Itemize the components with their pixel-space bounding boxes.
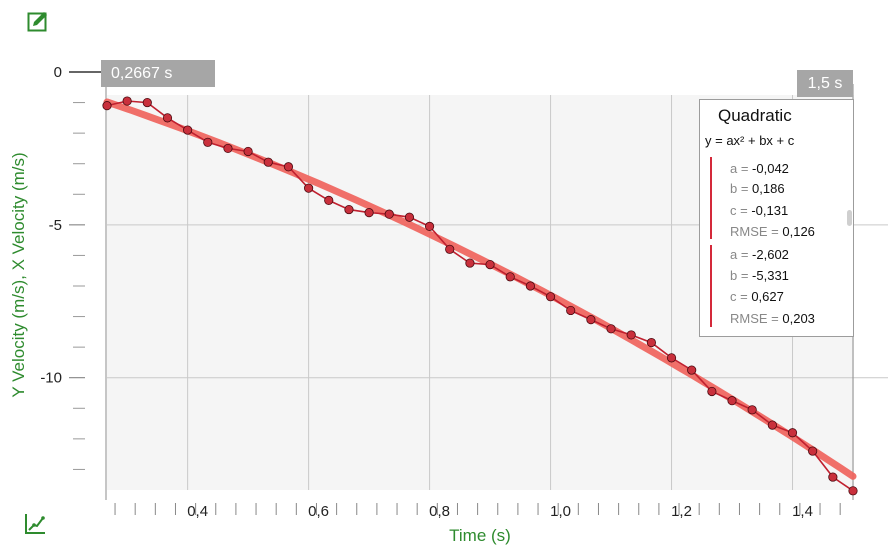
data-point bbox=[626, 330, 636, 340]
y-minor-ticks bbox=[69, 102, 85, 470]
x-tick-label: 1,2 bbox=[671, 503, 692, 520]
param-a: a = -0,042 bbox=[730, 161, 789, 176]
panel-scrollbar[interactable] bbox=[847, 210, 852, 226]
data-point bbox=[122, 96, 132, 106]
data-point bbox=[183, 125, 193, 135]
data-point bbox=[485, 259, 495, 270]
data-point bbox=[364, 208, 374, 218]
param-c: c = 0,627 bbox=[730, 289, 784, 304]
fit-params-series-1: a = -0,042 b = 0,186 c = -0,131 RMSE = 0… bbox=[710, 157, 832, 239]
data-point bbox=[646, 337, 656, 348]
x-tick-label: 1,0 bbox=[550, 503, 571, 520]
data-point bbox=[162, 113, 173, 123]
fit-title: Quadratic bbox=[718, 106, 792, 125]
data-point bbox=[304, 183, 314, 193]
data-point bbox=[707, 386, 717, 397]
fit-params-series-2: a = -2,602 b = -5,331 c = 0,627 RMSE = 0… bbox=[710, 245, 832, 327]
data-point bbox=[283, 162, 294, 172]
x-axis-title: Time (s) bbox=[449, 526, 511, 545]
end-time-flag[interactable]: 1,5 s bbox=[797, 70, 853, 97]
x-tick-label: 0,4 bbox=[187, 503, 208, 520]
data-point bbox=[747, 405, 757, 415]
data-point bbox=[263, 157, 273, 167]
data-point bbox=[586, 315, 596, 325]
pencil-square-icon[interactable] bbox=[27, 10, 49, 32]
data-point bbox=[465, 258, 475, 268]
data-series-layer bbox=[102, 96, 858, 496]
data-point bbox=[505, 272, 515, 282]
x-tick-label: 0,8 bbox=[429, 503, 450, 520]
param-rmse: RMSE = 0,203 bbox=[730, 311, 815, 326]
param-a: a = -2,602 bbox=[730, 247, 789, 262]
data-point bbox=[324, 195, 334, 205]
y-tick-label: 0 bbox=[54, 64, 62, 81]
y-tick-label: -5 bbox=[49, 217, 62, 234]
x-minor-ticks bbox=[114, 503, 841, 515]
param-c: c = -0,131 bbox=[730, 203, 789, 218]
data-point bbox=[404, 212, 415, 222]
data-point bbox=[566, 305, 576, 316]
param-b: b = 0,186 bbox=[730, 181, 785, 196]
y-tick-label: -10 bbox=[40, 370, 62, 387]
data-point bbox=[848, 486, 858, 496]
data-point bbox=[102, 101, 112, 111]
curve-fit-icon[interactable] bbox=[24, 513, 46, 535]
y-axis-title: Y Velocity (m/s), X Velocity (m/s) bbox=[9, 152, 28, 397]
data-point bbox=[606, 324, 616, 334]
curve-fit-panel[interactable]: Quadratic y = ax² + bx + c a = -0,042 b … bbox=[699, 99, 854, 337]
x-tick-label: 0,6 bbox=[308, 503, 329, 520]
data-point bbox=[727, 396, 737, 406]
data-point bbox=[525, 281, 536, 291]
data-point bbox=[445, 244, 455, 254]
data-point bbox=[344, 204, 354, 215]
data-point bbox=[142, 97, 152, 108]
param-rmse: RMSE = 0,126 bbox=[730, 224, 815, 239]
x-tick-label: 1,4 bbox=[792, 503, 813, 520]
data-point bbox=[666, 353, 677, 363]
data-point bbox=[828, 472, 838, 482]
data-point bbox=[243, 146, 253, 157]
data-point bbox=[424, 221, 435, 231]
data-point bbox=[223, 143, 233, 154]
param-b: b = -5,331 bbox=[730, 268, 789, 283]
fit-equation: y = ax² + bx + c bbox=[705, 133, 795, 148]
data-point bbox=[787, 428, 798, 438]
data-point bbox=[384, 209, 394, 219]
data-point bbox=[808, 446, 818, 456]
data-point bbox=[545, 292, 556, 302]
data-point bbox=[203, 137, 213, 147]
data-point bbox=[687, 365, 697, 375]
start-time-flag[interactable]: 0,2667 s bbox=[101, 60, 215, 87]
data-point bbox=[767, 420, 777, 430]
tick-labels: 0,4 0,6 0,8 1,0 1,2 1,4 0 -5 -10 bbox=[40, 64, 813, 520]
